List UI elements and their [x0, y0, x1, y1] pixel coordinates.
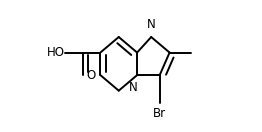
Text: N: N: [147, 18, 156, 31]
Text: HO: HO: [46, 46, 64, 59]
Text: N: N: [128, 81, 137, 94]
Text: Br: Br: [153, 107, 166, 120]
Text: O: O: [86, 69, 96, 82]
